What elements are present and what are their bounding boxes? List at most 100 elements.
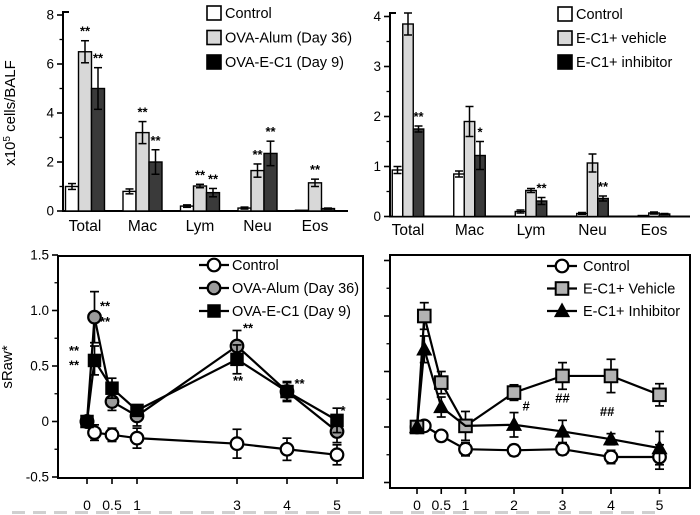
- data-point: [416, 340, 433, 356]
- significance-marker: **: [100, 299, 111, 314]
- legend-label: Control: [225, 6, 272, 22]
- tspan: 5: [2, 136, 13, 142]
- category-label: Mac: [128, 218, 158, 235]
- significance-marker: *: [340, 403, 346, 418]
- significance-marker: **: [69, 343, 80, 358]
- y-tick-label: 2: [373, 109, 381, 124]
- data-point: [279, 441, 295, 457]
- legend-label: E-C1+ Vehicle: [583, 282, 675, 298]
- bar: [402, 23, 414, 218]
- legend-swatch: [557, 6, 573, 22]
- y-axis-label: x105 cells/BALF: [2, 60, 19, 166]
- x-tick-label: 5: [656, 497, 664, 513]
- significance-marker: **: [598, 179, 609, 194]
- data-point: [130, 403, 144, 418]
- data-point: [554, 422, 571, 438]
- significance-marker: **: [413, 109, 424, 124]
- significance-marker: **: [150, 133, 161, 148]
- data-point: [433, 375, 449, 390]
- data-point: [87, 309, 102, 325]
- category-label: Mac: [455, 222, 485, 239]
- category-label: Total: [392, 222, 425, 239]
- bar: [412, 128, 425, 218]
- data-point: [408, 418, 426, 434]
- data-point: [506, 442, 522, 458]
- significance-marker: **: [208, 171, 219, 186]
- data-point: [330, 413, 344, 428]
- data-point: [416, 308, 432, 324]
- significance-marker: **: [265, 124, 276, 139]
- data-point: [603, 368, 619, 384]
- category-label: Lym: [517, 222, 546, 239]
- data-point: [433, 428, 449, 444]
- y-tick-label: 0: [46, 204, 54, 219]
- legend-label: E-C1+ vehicle: [576, 31, 667, 47]
- legend-label: OVA-Alum (Day 36): [232, 281, 359, 297]
- category-label: Lym: [186, 218, 215, 235]
- legend-swatch: [557, 54, 573, 70]
- data-point: [229, 436, 245, 452]
- x-tick-label: 1: [133, 497, 141, 513]
- significance-marker: **: [233, 373, 244, 388]
- data-point: [329, 447, 345, 463]
- bar: [77, 51, 93, 212]
- category-label: Eos: [641, 222, 668, 239]
- x-tick-label: 1: [462, 497, 470, 513]
- data-point: [458, 441, 473, 457]
- x-tick-label: 3: [233, 497, 241, 513]
- y-tick-label: 6: [46, 57, 54, 72]
- x-tick-label: 5: [333, 497, 341, 513]
- bar: [294, 209, 310, 212]
- data-point: [80, 414, 94, 429]
- legend-swatch: [557, 30, 573, 46]
- bar: [637, 214, 650, 218]
- y-tick-label: 0.5: [30, 359, 49, 374]
- bar: [391, 169, 404, 218]
- tspan: x10: [2, 142, 19, 166]
- data-point: [129, 430, 145, 446]
- significance-marker: **: [93, 51, 104, 66]
- y-tick-label: 4: [373, 9, 381, 24]
- data-point: [433, 398, 450, 414]
- significance-marker: **: [536, 181, 547, 196]
- y-tick-label: 2: [46, 155, 54, 170]
- legend-label: OVA-E-C1 (Day 9): [232, 304, 351, 320]
- series-line: [415, 315, 660, 428]
- data-point: [506, 385, 522, 400]
- significance-marker: **: [310, 162, 321, 177]
- bar: [192, 185, 208, 212]
- y-tick-label: -0.5: [26, 470, 49, 485]
- legend-label: OVA-Alum (Day 36): [225, 31, 352, 47]
- tspan: cells/BALF: [2, 60, 19, 136]
- y-tick-label: 0: [373, 209, 381, 224]
- legend-label: Control: [583, 259, 630, 275]
- x-tick-label: 3: [559, 497, 567, 513]
- x-tick-label: 0.5: [432, 497, 452, 513]
- legend-marker: [206, 280, 222, 296]
- data-point: [555, 441, 570, 457]
- y-tick-label: 1.5: [30, 248, 49, 263]
- series-line: [415, 348, 660, 450]
- x-tick-label: 0: [413, 497, 421, 513]
- plot-frame: [57, 255, 364, 479]
- legend-marker: [206, 257, 222, 273]
- y-tick-label: 4: [46, 106, 54, 121]
- significance-marker: *: [477, 125, 483, 140]
- data-point: [652, 387, 667, 403]
- series-line: [86, 420, 338, 456]
- category-label: Neu: [243, 218, 271, 235]
- data-point: [87, 425, 102, 441]
- legend-label: E-C1+ inhibitor: [576, 55, 672, 71]
- significance-marker: **: [80, 24, 91, 39]
- data-point: [105, 381, 119, 395]
- significance-marker: **: [294, 376, 305, 391]
- y-tick-label: 0: [41, 414, 49, 429]
- legend-label: E-C1+ Inhibitor: [583, 304, 680, 320]
- legend-marker: [554, 281, 570, 296]
- category-label: Neu: [578, 222, 606, 239]
